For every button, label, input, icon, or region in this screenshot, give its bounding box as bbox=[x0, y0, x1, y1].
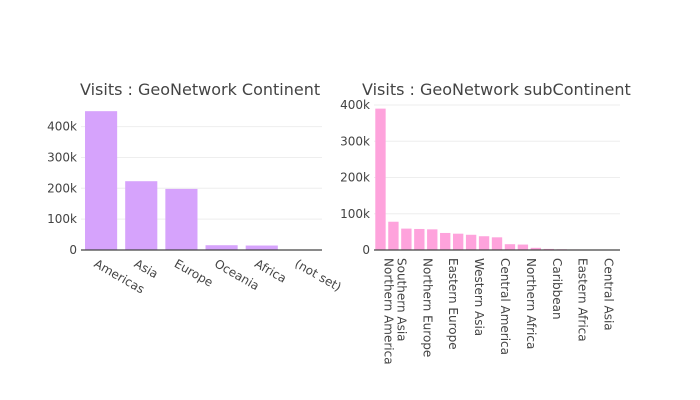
y-tick-label: 200k bbox=[47, 181, 77, 195]
y-tick-label: 0 bbox=[69, 243, 77, 257]
bar[interactable] bbox=[504, 244, 516, 250]
x-tick-label: Caribbean bbox=[550, 258, 564, 320]
bar[interactable] bbox=[401, 228, 412, 250]
x-tick-label: Eastern Europe bbox=[446, 258, 460, 350]
x-tick-label: Europe bbox=[172, 256, 216, 289]
chart-title: Visits : GeoNetwork Continent bbox=[80, 80, 320, 99]
x-tick-label: Central America bbox=[498, 258, 512, 355]
bar[interactable] bbox=[205, 245, 238, 250]
bar[interactable] bbox=[478, 236, 490, 250]
x-tick-label: Eastern Africa bbox=[576, 258, 590, 342]
chart-continent: Visits : GeoNetwork Continent 0 100k 200k 3… bbox=[47, 80, 344, 296]
x-tick-label: (not set) bbox=[292, 256, 343, 294]
y-tick-label: 0 bbox=[362, 243, 370, 257]
bar[interactable] bbox=[452, 233, 464, 250]
x-tick-label: Oceania bbox=[212, 256, 262, 293]
y-tick-label: 300k bbox=[47, 150, 77, 164]
bar[interactable] bbox=[245, 245, 278, 250]
chart-subcontinent: Visits : GeoNetwork subContinent 0 100k 20… bbox=[340, 80, 631, 365]
bar[interactable] bbox=[427, 229, 438, 250]
x-tick-label: Central Asia bbox=[602, 258, 616, 331]
y-tick-label: 100k bbox=[47, 212, 77, 226]
bar[interactable] bbox=[85, 111, 118, 250]
bar[interactable] bbox=[517, 244, 529, 250]
y-tick-label: 400k bbox=[47, 120, 77, 134]
bar[interactable] bbox=[125, 181, 158, 250]
x-tick-label: Northern Europe bbox=[420, 258, 434, 357]
x-tick-label: Southern Asia bbox=[394, 258, 408, 342]
bar[interactable] bbox=[465, 234, 477, 250]
bar[interactable] bbox=[165, 188, 198, 250]
bar[interactable] bbox=[375, 108, 386, 250]
y-tick-label: 200k bbox=[340, 171, 370, 185]
chart-title: Visits : GeoNetwork subContinent bbox=[362, 80, 631, 99]
bar[interactable] bbox=[440, 232, 451, 250]
bar[interactable] bbox=[414, 228, 425, 250]
bar[interactable] bbox=[530, 247, 542, 250]
x-tick-label: Northern Africa bbox=[524, 258, 538, 349]
y-tick-label: 400k bbox=[340, 98, 370, 112]
x-tick-label: Northern America bbox=[381, 258, 395, 365]
x-tick-label: Western Asia bbox=[472, 258, 486, 336]
y-tick-label: 300k bbox=[340, 134, 370, 148]
bar[interactable] bbox=[388, 221, 399, 250]
y-tick-label: 100k bbox=[340, 207, 370, 221]
bar[interactable] bbox=[491, 237, 503, 250]
